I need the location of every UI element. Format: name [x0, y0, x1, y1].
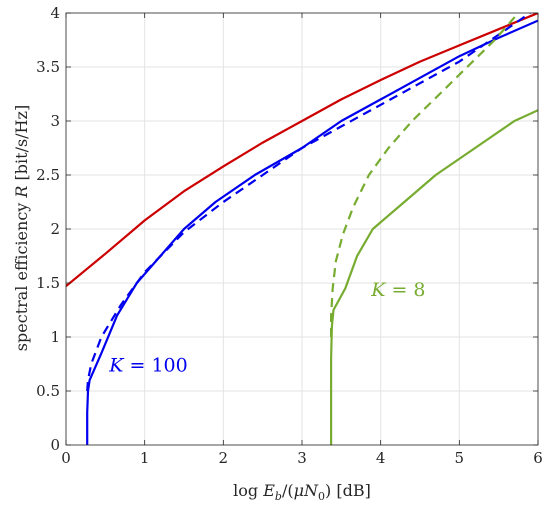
annotation-label-1: K = 100	[108, 355, 187, 377]
grid	[65, 12, 539, 446]
x-tick-label: 1	[140, 449, 150, 467]
x-tick-label: 6	[533, 449, 543, 467]
series-line-4	[330, 13, 520, 337]
series-line-2	[86, 13, 531, 392]
y-tick-label: 3	[50, 112, 60, 130]
y-tick-label: 2	[50, 220, 60, 238]
x-tick-label: 4	[376, 449, 386, 467]
x-tick-label: 0	[61, 449, 71, 467]
x-axis-label: log Eb/(μN0) [dB]	[233, 481, 371, 503]
y-tick-label: 0	[50, 436, 60, 454]
series-line-3	[86, 19, 538, 445]
series-group	[66, 13, 538, 445]
y-tick-label: 1.5	[36, 274, 60, 292]
series-line-5	[330, 109, 538, 445]
y-tick-label: 2.5	[36, 166, 60, 184]
annotations: K = 100 K = 8	[108, 279, 425, 377]
annotation-label-2: K = 8	[370, 279, 425, 301]
ticks: 0 1 2 3 4 5 6 0 0.5 1 1.5 2 2.5 3 3.5 4	[36, 4, 543, 467]
series-line-1	[66, 13, 538, 288]
y-tick-label: 4	[50, 4, 60, 22]
y-axis-label: spectral efficiency R [bit/s/Hz]	[12, 105, 31, 351]
y-tick-label: 0.5	[36, 382, 60, 400]
y-tick-label: 1	[50, 328, 60, 346]
y-tick-label: 3.5	[36, 58, 60, 76]
x-tick-label: 3	[297, 449, 307, 467]
x-tick-label: 2	[219, 449, 229, 467]
x-tick-label: 5	[455, 449, 465, 467]
